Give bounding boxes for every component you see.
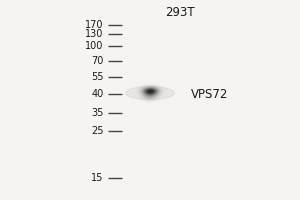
Text: VPS72: VPS72: [190, 88, 228, 100]
Ellipse shape: [126, 86, 174, 100]
Text: 70: 70: [91, 56, 104, 66]
Text: 170: 170: [85, 20, 104, 30]
Text: 35: 35: [91, 108, 104, 118]
Text: 100: 100: [85, 41, 103, 51]
Text: 130: 130: [85, 29, 103, 39]
Text: 55: 55: [91, 72, 103, 82]
Text: 40: 40: [91, 89, 104, 99]
Text: 15: 15: [91, 173, 104, 183]
Text: 25: 25: [91, 126, 103, 136]
Text: 293T: 293T: [165, 6, 195, 19]
